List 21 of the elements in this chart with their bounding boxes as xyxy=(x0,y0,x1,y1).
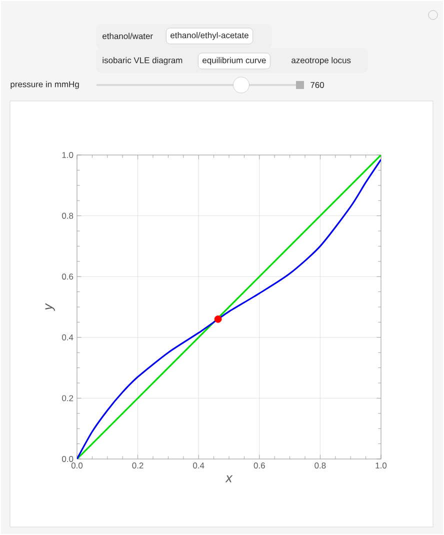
x-tick-label: 0.0 xyxy=(71,462,83,469)
text: ethanol/ethyl-acetate xyxy=(170,32,248,40)
y-tick-label: 0.0 xyxy=(62,456,74,462)
x-tick-label: 0.4 xyxy=(193,462,204,469)
text: isobaric VLE diagram xyxy=(102,57,182,65)
y-tick-label: 0.2 xyxy=(62,395,74,402)
text: equilibrium curve xyxy=(202,57,266,65)
x-tick-label: 0.2 xyxy=(132,462,144,469)
text: ethanol/water xyxy=(102,32,153,40)
y-tick-label: 0.6 xyxy=(62,274,74,280)
y-tick-label: 0.4 xyxy=(62,334,74,340)
x-axis-title: x xyxy=(225,475,233,482)
y-tick-label: 1.0 xyxy=(62,152,74,158)
text: pressure in mmHg xyxy=(10,81,79,89)
x-tick-label: 0.8 xyxy=(314,462,326,469)
x-tick-label: 1.0 xyxy=(376,462,387,469)
x-tick-label: 0.6 xyxy=(254,462,265,469)
y-tick-label: 0.8 xyxy=(62,212,74,219)
y-axis-title: y xyxy=(45,303,55,311)
text: azeotrope locus xyxy=(292,57,351,65)
text: 760 xyxy=(310,82,324,88)
